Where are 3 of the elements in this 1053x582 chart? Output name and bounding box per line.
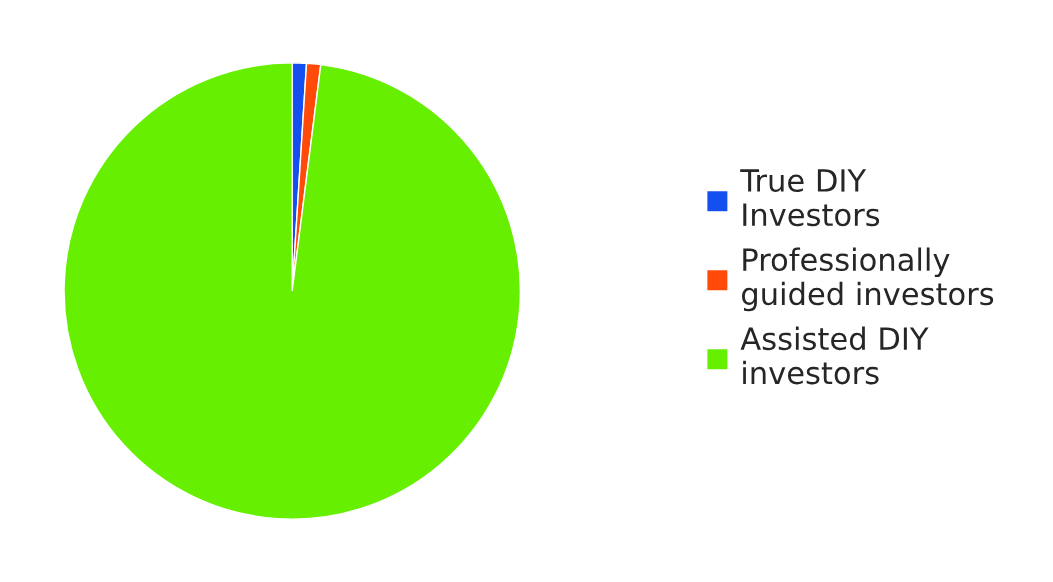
legend-label: Assisted DIY investors [740,326,929,385]
legend-label: Professionally guided investors [741,247,994,312]
legend-label: True DIY Investors [740,169,880,227]
